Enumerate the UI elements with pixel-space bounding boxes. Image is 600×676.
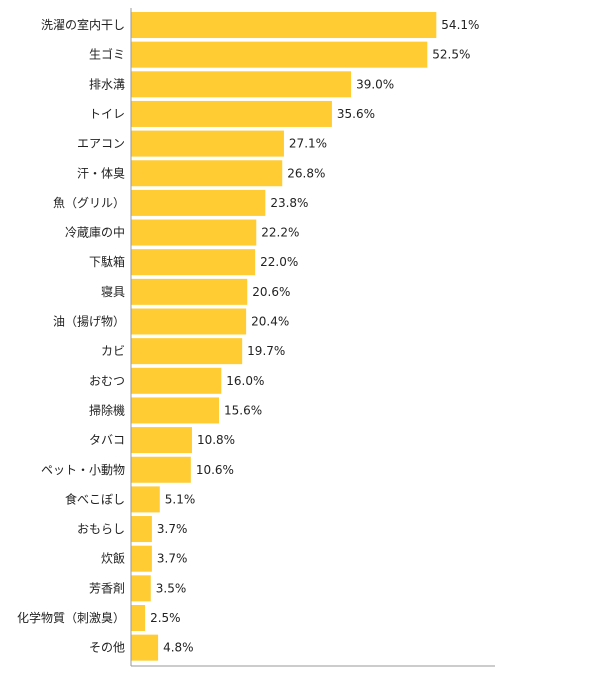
- category-label: 炊飯: [101, 551, 125, 566]
- bar: [131, 486, 160, 513]
- category-label: 食べこぼし: [65, 491, 125, 506]
- bar: [131, 545, 152, 572]
- category-label: 汗・体臭: [77, 165, 125, 180]
- category-label: 芳香剤: [89, 580, 125, 595]
- category-label: その他: [89, 641, 125, 655]
- value-label: 10.8%: [197, 433, 235, 447]
- value-label: 27.1%: [289, 137, 327, 151]
- category-label: 油（揚げ物）: [53, 315, 125, 329]
- value-label: 54.1%: [441, 18, 479, 32]
- bar: [131, 12, 437, 38]
- value-label: 2.5%: [150, 611, 181, 625]
- bar: [131, 605, 146, 631]
- bar: [131, 634, 159, 661]
- value-label: 3.7%: [157, 522, 188, 536]
- category-label: カビ: [101, 344, 125, 358]
- category-label: ペット・小動物: [41, 463, 125, 477]
- category-label: おもらし: [77, 522, 125, 536]
- category-label: エアコン: [77, 137, 125, 151]
- category-label: 冷蔵庫の中: [65, 225, 125, 240]
- value-label: 5.1%: [165, 492, 196, 506]
- bar: [131, 308, 247, 335]
- bar: [131, 397, 220, 424]
- bar: [131, 427, 192, 454]
- category-label: タバコ: [89, 433, 125, 447]
- category-label: 洗濯の室内干し: [41, 17, 125, 32]
- bar: [131, 189, 266, 216]
- category-label: 掃除機: [89, 402, 125, 417]
- bar: [131, 278, 248, 305]
- category-label: おむつ: [89, 374, 125, 388]
- bar: [131, 41, 428, 68]
- bars-group: [131, 12, 437, 661]
- value-label: 3.7%: [157, 552, 188, 566]
- category-label: 下駄箱: [89, 254, 125, 269]
- category-label: 寝具: [101, 284, 125, 299]
- value-label: 26.8%: [287, 166, 325, 180]
- value-label: 52.5%: [432, 48, 470, 62]
- bar: [131, 249, 256, 276]
- value-label: 23.8%: [270, 196, 308, 210]
- value-label: 15.6%: [224, 403, 262, 417]
- value-labels: 54.1% 52.5% 39.0% 35.6% 27.1% 26.8% 23.8% 22.2%…: [150, 18, 479, 655]
- value-label: 35.6%: [337, 107, 375, 121]
- category-label: 化学物質（刺激臭）: [17, 610, 125, 625]
- category-label: トイレ: [89, 107, 125, 121]
- value-label: 16.0%: [226, 374, 264, 388]
- value-label: 20.6%: [252, 285, 290, 299]
- value-label: 4.8%: [163, 641, 194, 655]
- value-label: 39.0%: [356, 77, 394, 91]
- value-label: 19.7%: [247, 344, 285, 358]
- category-label: 排水溝: [89, 77, 125, 91]
- value-label: 10.6%: [196, 463, 234, 477]
- bar: [131, 456, 191, 483]
- bar: [131, 219, 257, 246]
- value-label: 22.2%: [261, 226, 299, 240]
- value-label: 3.5%: [156, 581, 187, 595]
- bar: [131, 338, 243, 365]
- bar: [131, 71, 352, 98]
- bar: [131, 367, 222, 394]
- bar: [131, 575, 151, 602]
- bar: [131, 130, 284, 157]
- bar: [131, 100, 332, 127]
- value-label: 20.4%: [251, 315, 289, 329]
- bar: [131, 516, 152, 543]
- category-label: 魚（グリル）: [53, 196, 125, 210]
- value-label: 22.0%: [260, 255, 298, 269]
- bar: [131, 160, 283, 187]
- category-label: 生ゴミ: [89, 47, 125, 62]
